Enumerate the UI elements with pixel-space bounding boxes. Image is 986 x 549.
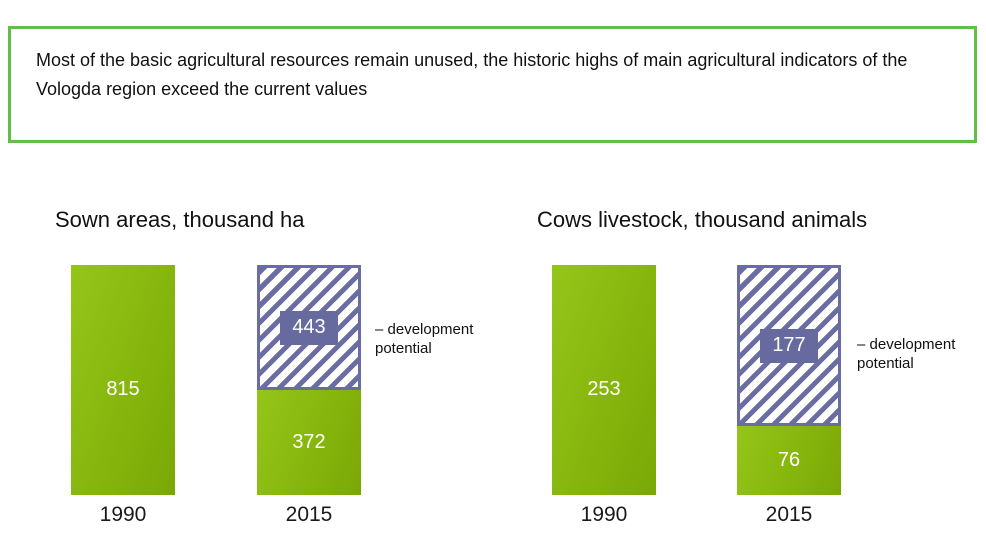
bar-value-label: 815: [106, 377, 140, 400]
chart-sown-areas: Sown areas, thousand ha 815 443 372 1990…: [40, 200, 540, 549]
bar-1990: 253: [552, 265, 656, 495]
x-axis-label-2015: 2015: [765, 503, 813, 526]
plot-area: 253 177 76: [520, 200, 986, 495]
bar-value-label: 76: [777, 449, 801, 471]
bar-2015-potential: 443: [257, 265, 361, 390]
x-axis-label-1990: 1990: [580, 503, 628, 526]
potential-badge: 443: [280, 310, 338, 345]
summary-text: Most of the basic agricultural resources…: [36, 50, 908, 99]
bar-2015-stack: 443 372: [257, 265, 361, 495]
bar-2015-potential: 177: [737, 265, 841, 426]
summary-textbox: Most of the basic agricultural resources…: [8, 26, 977, 143]
bar-value-label: 253: [587, 377, 621, 400]
bar-2015-current: 372: [257, 390, 361, 495]
x-axis-label-2015: 2015: [285, 503, 333, 526]
legend-development-potential: – development potential: [857, 336, 956, 372]
bar-1990: 815: [71, 265, 175, 495]
chart-title: Cows livestock, thousand animals: [537, 207, 868, 232]
chart-title: Sown areas, thousand ha: [55, 207, 305, 232]
bar-value-label: 372: [292, 431, 326, 453]
x-axis-label-1990: 1990: [99, 503, 147, 526]
plot-area: 815 443 372: [40, 200, 540, 495]
legend-development-potential: – development potential: [375, 321, 474, 357]
bar-2015-stack: 177 76: [737, 265, 841, 495]
potential-badge: 177: [760, 328, 818, 363]
chart-cows-livestock: Cows livestock, thousand animals 253 177…: [520, 200, 986, 549]
bar-2015-current: 76: [737, 426, 841, 495]
